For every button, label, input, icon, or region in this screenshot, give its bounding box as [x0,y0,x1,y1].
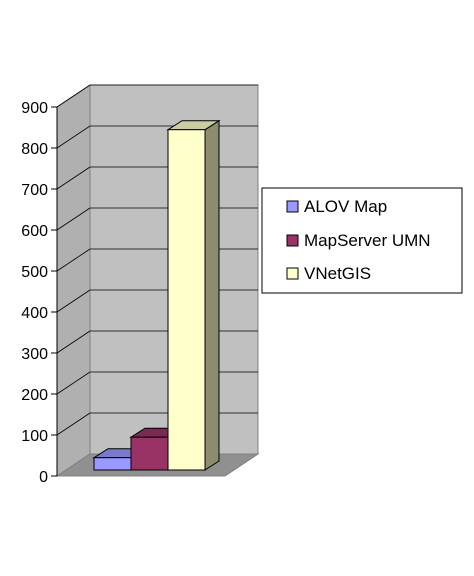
chart-walls [55,84,260,477]
legend-swatch-vnetgis [286,267,299,280]
y-tick-label-300: 300 [21,346,48,363]
legend-swatch-alov-map [286,200,299,213]
y-tick-label-700: 700 [21,182,48,199]
y-tick-label-800: 800 [21,141,48,158]
gridline-side-300 [56,330,91,354]
gridline-side-200 [56,371,91,395]
y-tick-label-500: 500 [21,264,48,281]
y-axis-ticks: 0 100 200 300 400 500 600 700 800 900 [21,100,58,486]
bar-vnetgis [166,119,221,471]
y-tick-label-200: 200 [21,387,48,404]
gridline-side-800 [56,125,91,149]
legend: ALOV Map MapServer UMN VNetGIS [261,187,463,294]
legend-label-vnetgis: VNetGIS [304,264,371,283]
legend-item-mapserver-umn: MapServer UMN [286,231,431,250]
gridline-side-500 [56,248,91,272]
bar-front-mapserver-umn [130,436,169,471]
bar-side-vnetgis [204,119,220,471]
legend-swatch-mapserver-umn [286,234,299,247]
bar-front-vnetgis [167,129,206,471]
gridline-side-400 [56,289,91,313]
gridline-side-600 [56,207,91,231]
side-wall [56,84,91,477]
gridline-side-900 [56,84,91,108]
legend-label-mapserver-umn: MapServer UMN [304,231,431,250]
y-tick-label-600: 600 [21,223,48,240]
bar-front-alov-map [93,457,132,471]
bars [92,119,221,471]
legend-label-alov-map: ALOV Map [304,197,387,216]
y-tick-label-0: 0 [39,469,48,486]
y-tick-label-100: 100 [21,428,48,445]
gridline-side-100 [56,412,91,436]
y-tick-label-900: 900 [21,100,48,117]
legend-item-alov-map: ALOV Map [286,197,387,216]
y-tick-label-400: 400 [21,305,48,322]
legend-item-vnetgis: VNetGIS [286,264,371,283]
gridline-side-700 [56,166,91,190]
